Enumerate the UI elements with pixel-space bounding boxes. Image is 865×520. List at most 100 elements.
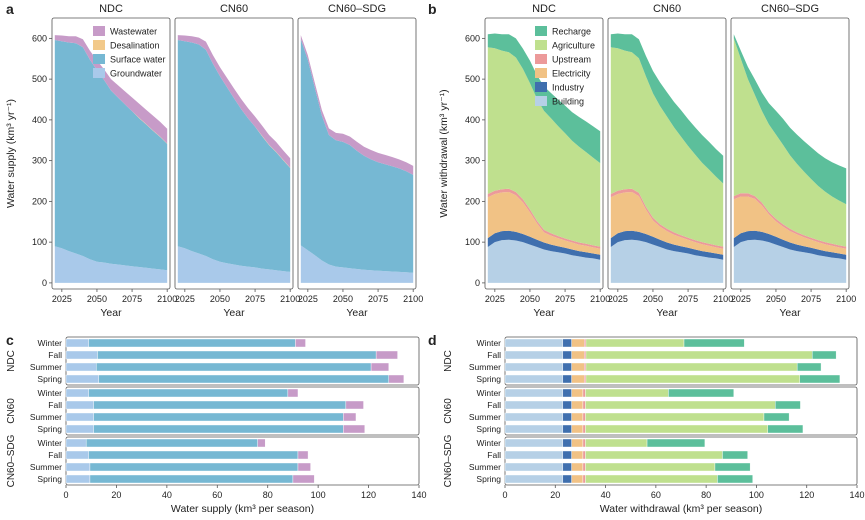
season-label-d-ndc-summer: Summer (469, 362, 501, 372)
legend-swatch-b-agriculture (535, 40, 547, 50)
x-tick-label-c-20: 20 (111, 490, 121, 500)
strip-title-b-cn60: CN60 (653, 3, 681, 15)
bar-c-cn60-sdg-winter-groundwater (65, 438, 87, 448)
chart-b-water-withdrawal: NDC 2025 2050 2075 2100 Year CN60 2025 2050 2075 2… (438, 3, 856, 319)
panel-frame-a-cn60 (174, 17, 294, 290)
area-b-cn60-agriculture (610, 47, 724, 247)
bar-d-ndc-fall-upstream (584, 350, 587, 360)
strip-title-a-cn60-sdg: CN60–SDG (328, 3, 386, 15)
x-tick-label-d-60: 60 (651, 490, 661, 500)
x-axis-label-d: Water withdrawal (km³ per season) (600, 503, 762, 515)
y-tick-label-a-300: 300 (32, 156, 47, 166)
area-a-ndc-surface-water (54, 40, 168, 271)
x-tick-label-c-80: 80 (263, 490, 273, 500)
bar-d-cn60-sdg-winter-recharge (646, 438, 706, 448)
x-tick-label-b-ndc-2050: 2050 (520, 294, 540, 304)
bar-c-cn60-winter-wastewater (287, 388, 299, 398)
bar-c-cn60-summer-groundwater (65, 412, 94, 422)
area-b-ndc-building (487, 239, 601, 283)
bar-d-cn60-summer-recharge (763, 412, 790, 422)
group-frame-d-cn60-sdg (504, 436, 858, 486)
bar-d-ndc-winter-upstream (584, 338, 587, 348)
group-frame-c-ndc (65, 336, 420, 386)
bar-d-ndc-summer-upstream (584, 362, 587, 372)
group-frame-c-cn60 (65, 386, 420, 436)
bar-c-cn60-spring-groundwater (65, 424, 94, 434)
group-label-c-cn60: CN60 (6, 398, 17, 424)
bar-d-cn60-sdg-spring-recharge (717, 474, 753, 484)
x-tick-label-b-cn60-2100: 2100 (713, 294, 733, 304)
season-label-d-ndc-spring: Spring (476, 374, 501, 384)
legend-swatch-b-industry (535, 82, 547, 92)
y-tick-label-b-0: 0 (475, 278, 480, 288)
area-b-cn60-sdg-agriculture (733, 38, 847, 247)
season-label-d-ndc-fall: Fall (487, 350, 501, 360)
bar-d-cn60-sdg-spring-agriculture (585, 474, 718, 484)
bar-c-cn60-spring-wastewater (343, 424, 365, 434)
bar-d-ndc-winter-agriculture (585, 338, 685, 348)
bar-d-ndc-spring-recharge (799, 374, 841, 384)
bar-d-cn60-fall-upstream (582, 400, 586, 410)
bar-d-ndc-spring-industry (562, 374, 572, 384)
legend-label-b-industry: Industry (552, 83, 585, 93)
area-a-ndc-wastewater (54, 35, 168, 144)
bar-d-ndc-winter-electricity (571, 338, 585, 348)
x-tick-label-a-cn60-sdg-2050: 2050 (333, 294, 353, 304)
season-label-c-cn60-winter: Winter (37, 388, 62, 398)
bar-d-cn60-sdg-summer-agriculture (585, 462, 716, 472)
panel-letter-a: a (6, 1, 14, 17)
bar-d-cn60-summer-upstream (582, 412, 586, 422)
x-tick-label-a-ndc-2075: 2075 (122, 294, 142, 304)
x-axis-label-b-cn60: Year (656, 307, 678, 319)
y-tick-label-a-600: 600 (32, 33, 47, 43)
group-label-d-cn60-sdg: CN60–SDG (443, 434, 454, 487)
bar-c-cn60-sdg-fall-wastewater (297, 450, 309, 460)
bar-d-cn60-spring-upstream (582, 424, 586, 434)
bar-d-cn60-winter-electricity (571, 388, 584, 398)
bar-c-ndc-summer-surface-water (96, 362, 372, 372)
bar-d-cn60-sdg-winter-agriculture (585, 438, 648, 448)
x-tick-label-b-cn60-sdg-2050: 2050 (766, 294, 786, 304)
x-axis-label-b-ndc: Year (533, 307, 555, 319)
bar-d-cn60-sdg-spring-industry (562, 474, 572, 484)
area-b-cn60-sdg-recharge (733, 34, 847, 205)
group-label-c-cn60-sdg: CN60–SDG (6, 434, 17, 487)
bar-d-ndc-fall-agriculture (585, 350, 813, 360)
bar-d-cn60-sdg-fall-upstream (582, 450, 586, 460)
x-tick-label-a-cn60-sdg-2075: 2075 (368, 294, 388, 304)
y-axis-label-a: Water supply (km³ yr⁻¹) (5, 99, 17, 208)
bar-d-cn60-sdg-fall-building (504, 450, 564, 460)
bar-c-ndc-fall-wastewater (375, 350, 398, 360)
legend-label-b-electricity: Electricity (552, 69, 591, 79)
bar-c-cn60-sdg-spring-surface-water (89, 474, 294, 484)
x-tick-label-a-cn60-sdg-2100: 2100 (403, 294, 423, 304)
bar-c-cn60-sdg-winter-wastewater (257, 438, 266, 448)
x-tick-label-b-ndc-2025: 2025 (485, 294, 505, 304)
season-label-c-cn60-sdg-summer: Summer (30, 462, 62, 472)
season-label-c-ndc-winter: Winter (37, 338, 62, 348)
bar-d-cn60-sdg-summer-recharge (714, 462, 751, 472)
bar-d-cn60-sdg-summer-upstream (582, 462, 586, 472)
y-tick-label-a-500: 500 (32, 74, 47, 84)
x-tick-label-d-40: 40 (601, 490, 611, 500)
legend-swatch-b-electricity (535, 68, 547, 78)
legend-label-b-building: Building (552, 97, 584, 107)
bar-d-ndc-summer-recharge (796, 362, 822, 372)
bar-d-cn60-sdg-summer-industry (562, 462, 572, 472)
area-b-cn60-sdg-building (733, 239, 847, 283)
bar-c-cn60-summer-wastewater (343, 412, 357, 422)
legend-label-a-wastewater: Wastewater (110, 27, 157, 37)
x-tick-label-a-cn60-sdg-2025: 2025 (298, 294, 318, 304)
area-a-cn60-sdg-wastewater (300, 35, 414, 175)
group-frame-c-cn60-sdg (65, 436, 420, 486)
x-tick-label-c-40: 40 (162, 490, 172, 500)
x-tick-label-b-ndc-2075: 2075 (555, 294, 575, 304)
bar-c-cn60-sdg-summer-surface-water (89, 462, 299, 472)
x-tick-label-b-cn60-2075: 2075 (678, 294, 698, 304)
x-axis-label-c: Water supply (km³ per season) (171, 503, 314, 515)
legend-swatch-b-building (535, 96, 547, 106)
area-a-cn60-sdg-surface-water (300, 39, 414, 273)
strip-title-b-ndc: NDC (532, 3, 556, 15)
bar-c-cn60-winter-groundwater (65, 388, 89, 398)
bar-d-cn60-summer-electricity (571, 412, 584, 422)
